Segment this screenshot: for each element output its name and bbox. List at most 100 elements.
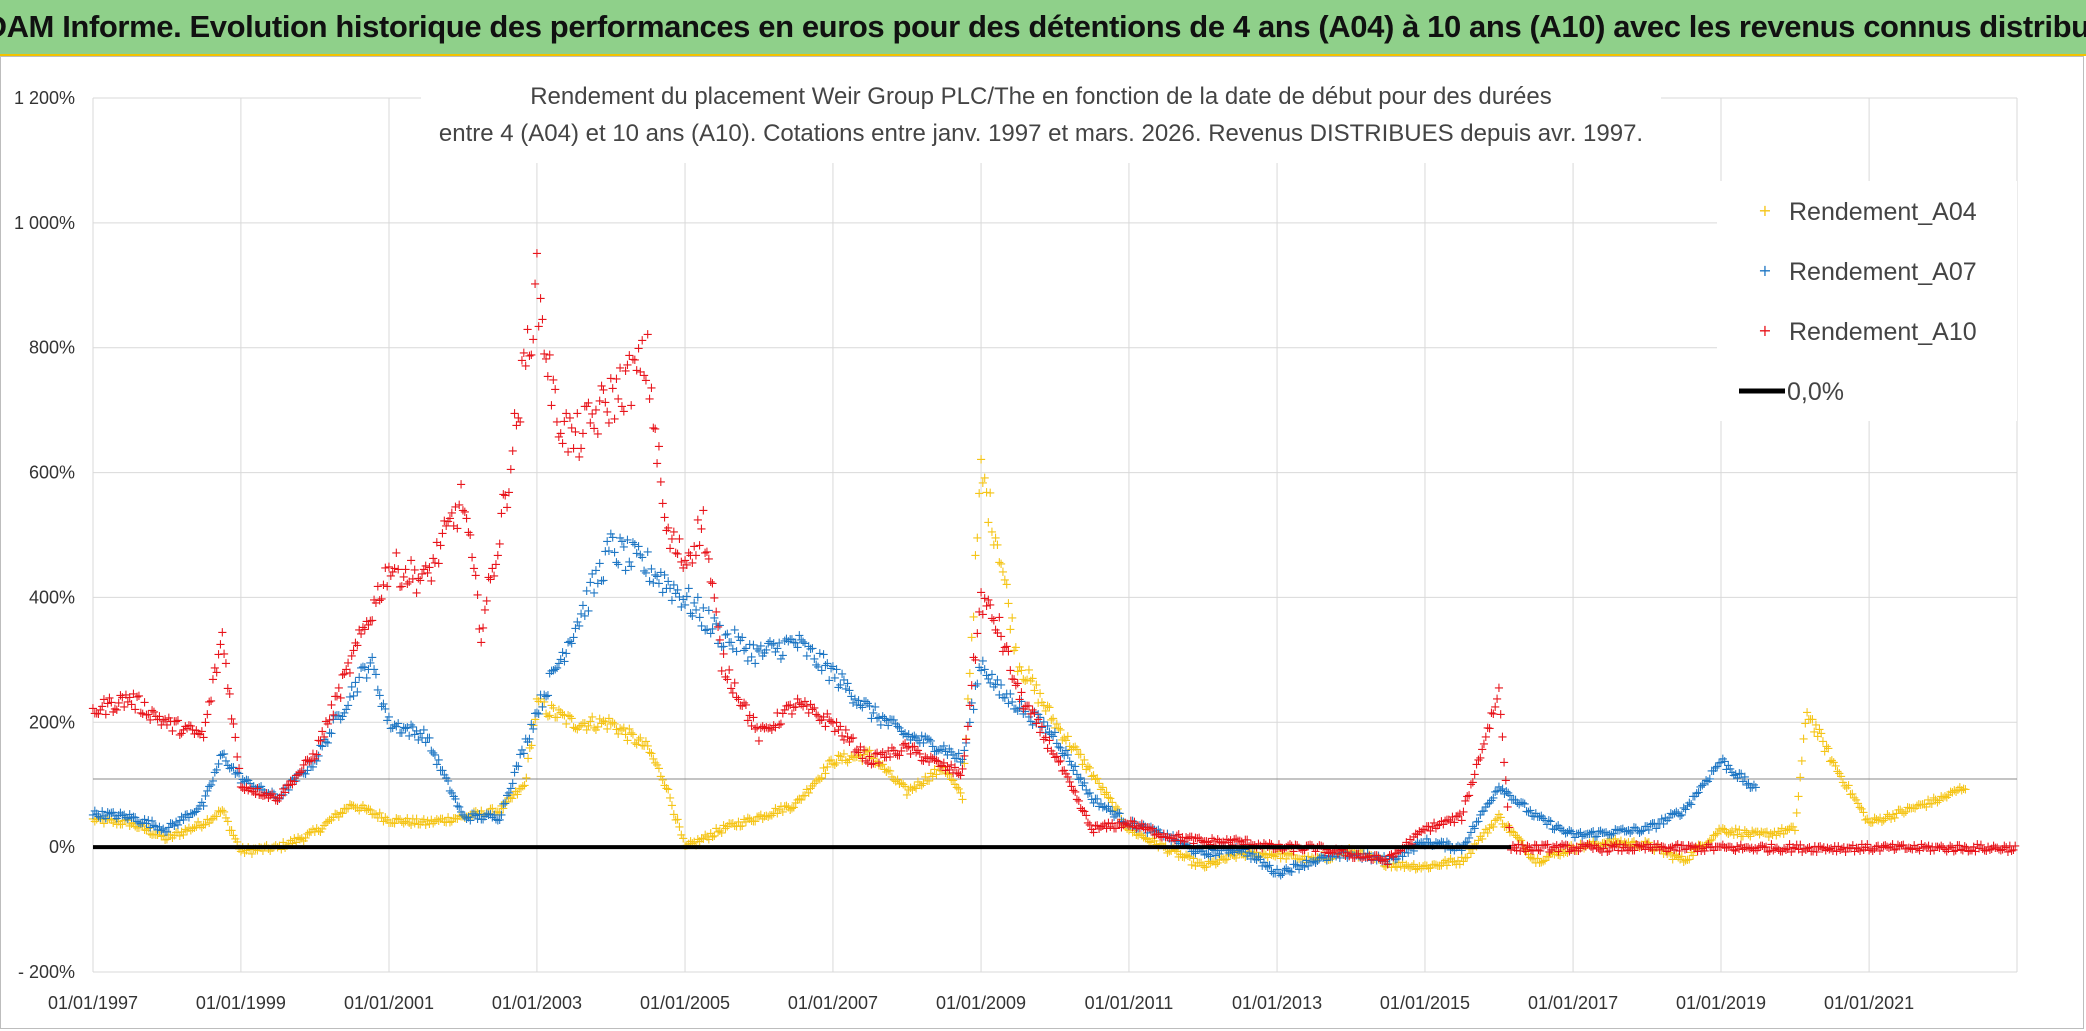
data-point: + — [1044, 733, 1055, 748]
data-point: + — [807, 779, 818, 794]
data-point: + — [430, 748, 441, 763]
data-point: + — [526, 718, 537, 733]
data-point: + — [89, 804, 100, 819]
data-point: + — [740, 698, 751, 713]
data-point: + — [901, 788, 912, 803]
data-point: + — [1519, 844, 1530, 859]
data-point: + — [1719, 822, 1730, 837]
data-point: + — [294, 832, 305, 847]
data-point: + — [870, 700, 881, 715]
data-point: + — [241, 844, 252, 859]
data-point: + — [396, 726, 407, 741]
data-point: + — [485, 802, 496, 817]
data-point: + — [1669, 806, 1680, 821]
data-point: + — [931, 753, 942, 768]
data-point: + — [291, 768, 302, 783]
data-point: + — [1399, 846, 1410, 861]
data-point: + — [1384, 849, 1395, 864]
data-point: + — [1390, 846, 1401, 861]
data-point: + — [1212, 833, 1223, 848]
data-point: + — [1596, 845, 1607, 860]
data-point: + — [798, 700, 809, 715]
data-point: + — [1599, 826, 1610, 841]
data-point: + — [239, 846, 250, 861]
data-point: + — [1640, 843, 1651, 858]
data-point: + — [564, 411, 575, 426]
data-point: + — [594, 712, 605, 727]
data-point: + — [1096, 782, 1107, 797]
data-point: + — [637, 739, 648, 754]
data-point: + — [1934, 793, 1945, 808]
data-point: + — [1432, 837, 1443, 852]
data-point: + — [406, 818, 417, 833]
data-point: + — [1843, 778, 1854, 793]
data-point: + — [224, 761, 235, 776]
data-point: + — [1482, 826, 1493, 841]
data-point: + — [787, 801, 798, 816]
data-point: + — [1900, 842, 1911, 857]
data-point: + — [528, 332, 539, 347]
data-point: + — [1012, 665, 1023, 680]
data-point: + — [235, 780, 246, 795]
data-point: + — [1562, 838, 1573, 853]
data-point: + — [215, 637, 226, 652]
data-point: + — [691, 603, 702, 618]
data-point: + — [744, 638, 755, 653]
data-point: + — [1390, 859, 1401, 874]
data-point: + — [1136, 828, 1147, 843]
data-point: + — [676, 600, 687, 615]
data-point: + — [1638, 823, 1649, 838]
data-point: + — [553, 703, 564, 718]
data-point: + — [626, 726, 637, 741]
data-point: + — [517, 780, 528, 795]
data-point: + — [1029, 705, 1040, 720]
data-point: + — [1856, 802, 1867, 817]
data-point: + — [139, 823, 150, 838]
data-point: + — [1939, 842, 1950, 857]
data-point: + — [822, 760, 833, 775]
data-point: + — [1762, 825, 1773, 840]
data-point: + — [452, 812, 463, 827]
data-point: + — [1893, 838, 1904, 853]
data-point: + — [1793, 789, 1804, 804]
data-point: + — [714, 619, 725, 634]
data-point: + — [1777, 845, 1788, 860]
data-point: + — [1038, 732, 1049, 747]
data-point: + — [857, 701, 868, 716]
data-point: + — [1066, 780, 1077, 795]
data-point: + — [1864, 815, 1875, 830]
data-point: + — [435, 538, 446, 553]
data-point: + — [1545, 815, 1556, 830]
data-point: + — [1218, 835, 1229, 850]
data-point: + — [955, 786, 966, 801]
data-point: + — [1579, 842, 1590, 857]
data-point: + — [1075, 771, 1086, 786]
data-point: + — [234, 767, 245, 782]
data-point: + — [514, 782, 525, 797]
data-point: + — [1092, 792, 1103, 807]
data-point: + — [1645, 818, 1656, 833]
data-point: + — [308, 760, 319, 775]
data-point: + — [872, 712, 883, 727]
data-point: + — [1301, 853, 1312, 868]
data-point: + — [1379, 854, 1390, 869]
data-point: + — [925, 734, 936, 749]
data-point: + — [752, 720, 763, 735]
data-point: + — [328, 713, 339, 728]
data-point: + — [130, 811, 141, 826]
data-point: + — [163, 711, 174, 726]
chart-frame: + + + + + + + + + + + + + + + + + + + + + + + + + + + + + + + + + + + + + + + +… — [0, 56, 2084, 1029]
data-point: + — [147, 703, 158, 718]
data-point: + — [668, 525, 679, 540]
data-point: + — [1110, 808, 1121, 823]
data-point: + — [870, 747, 881, 762]
data-point: + — [1236, 845, 1247, 860]
data-point: + — [431, 536, 442, 551]
data-point: + — [1975, 838, 1986, 853]
data-point: + — [1918, 841, 1929, 856]
data-point: + — [287, 777, 298, 792]
data-point: + — [324, 726, 335, 741]
data-point: + — [1460, 836, 1471, 851]
data-point: + — [1162, 827, 1173, 842]
data-point: + — [552, 661, 563, 676]
